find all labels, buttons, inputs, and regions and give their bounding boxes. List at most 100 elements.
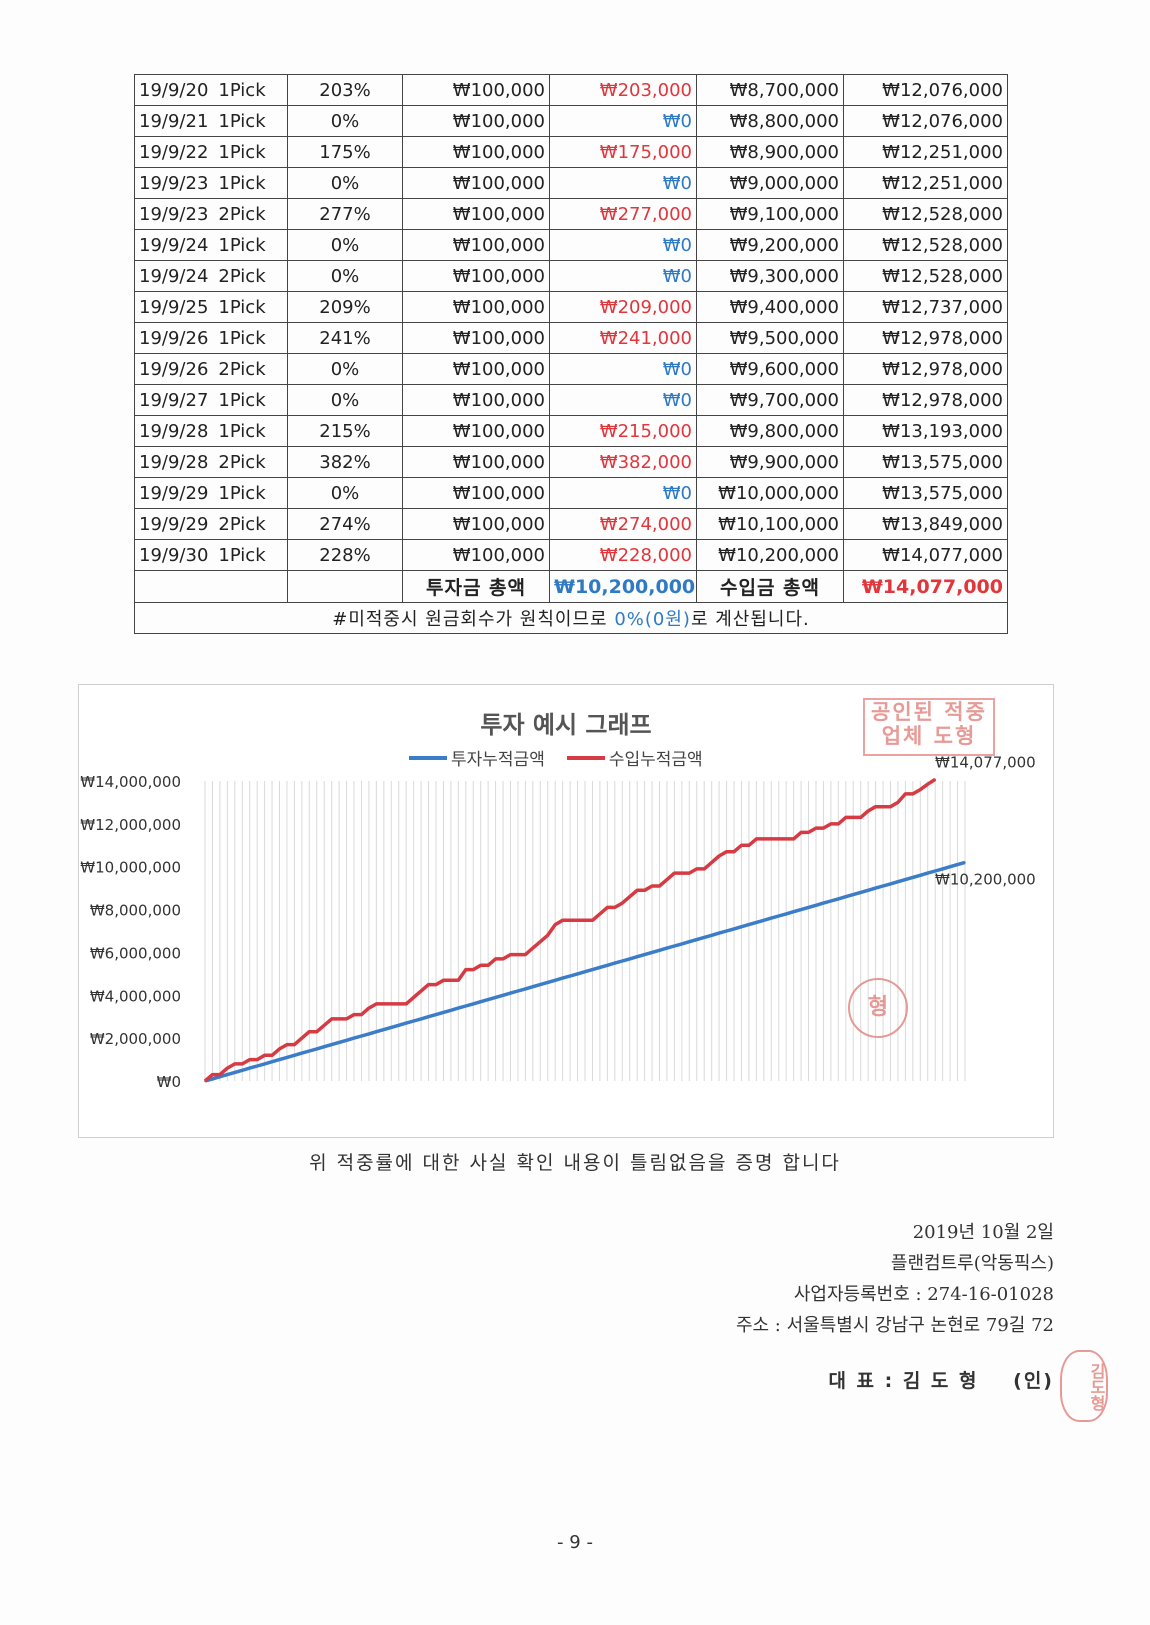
chart-title: 투자 예시 그래프 bbox=[480, 711, 652, 739]
data-point bbox=[777, 915, 780, 917]
cumulative-income-cell: ₩13,193,000 bbox=[843, 415, 1008, 447]
data-point bbox=[576, 919, 579, 922]
rate-cell: 203% bbox=[287, 74, 403, 106]
date-cell: 19/9/20 1Pick bbox=[134, 74, 288, 106]
stake-cell: ₩100,000 bbox=[402, 415, 550, 447]
stake-cell: ₩100,000 bbox=[402, 229, 550, 261]
data-point bbox=[464, 968, 467, 971]
data-point bbox=[345, 1039, 348, 1042]
data-point bbox=[703, 868, 706, 870]
data-point bbox=[211, 1073, 214, 1076]
row-pick: 1Pick bbox=[218, 482, 266, 504]
business-registration-number: 사업자등록번호 : 274-16-01028 bbox=[793, 1284, 1054, 1305]
data-point bbox=[546, 934, 549, 937]
cumulative-invest-cell: ₩8,700,000 bbox=[696, 74, 844, 106]
data-point bbox=[226, 1067, 229, 1069]
rate-cell: 277% bbox=[287, 198, 403, 230]
date-cell: 19/9/23 1Pick bbox=[134, 167, 288, 199]
data-point bbox=[204, 1080, 206, 1082]
signature-seal-stamp: 김도형 bbox=[1060, 1350, 1108, 1422]
results-table-body: 19/9/20 1Pick 203% ₩100,000 ₩203,000 ₩8,700,0… bbox=[134, 74, 1008, 571]
data-point bbox=[360, 1035, 363, 1037]
data-point bbox=[278, 1048, 281, 1050]
issue-date: 2019년 10월 2일 bbox=[912, 1222, 1054, 1243]
stake-cell: ₩100,000 bbox=[402, 260, 550, 292]
cumulative-invest-cell: ₩9,200,000 bbox=[696, 229, 844, 261]
cumulative-income-cell: ₩12,076,000 bbox=[843, 74, 1008, 106]
data-point bbox=[733, 850, 735, 853]
data-point bbox=[397, 1003, 400, 1005]
series-end-label: ₩14,077,000 bbox=[935, 753, 1036, 771]
data-point bbox=[286, 1043, 288, 1046]
data-point bbox=[882, 885, 884, 887]
data-point bbox=[532, 947, 534, 949]
data-point bbox=[517, 990, 519, 992]
data-point bbox=[740, 925, 743, 928]
return-cell: ₩0 bbox=[549, 384, 697, 416]
data-point bbox=[718, 932, 720, 934]
data-point bbox=[211, 1078, 214, 1080]
data-point bbox=[412, 996, 415, 999]
data-point bbox=[748, 844, 750, 847]
row-date: 19/9/23 bbox=[139, 172, 209, 194]
data-point bbox=[807, 831, 810, 834]
data-point bbox=[345, 1018, 348, 1020]
data-point bbox=[569, 919, 571, 922]
data-point bbox=[822, 827, 825, 829]
date-cell: 19/9/23 2Pick bbox=[134, 198, 288, 230]
date-cell: 19/9/30 1Pick bbox=[134, 539, 288, 571]
data-point bbox=[241, 1063, 244, 1065]
data-point bbox=[442, 979, 445, 982]
data-point bbox=[226, 1073, 229, 1076]
note-cell: #미적중시 원금회수가 원칙이므로 0%(0원)로 계산됩니다. bbox=[134, 602, 1008, 634]
row-date: 19/9/24 bbox=[139, 265, 209, 287]
stake-cell: ₩100,000 bbox=[402, 136, 550, 168]
note-text-after: 로 계산됩니다. bbox=[690, 609, 810, 630]
data-point bbox=[591, 968, 594, 971]
cumulative-invest-cell: ₩8,900,000 bbox=[696, 136, 844, 168]
table-row: 19/9/24 2Pick 0% ₩100,000 ₩0 ₩9,300,000 ₩12,52… bbox=[134, 260, 1008, 292]
return-cell: ₩0 bbox=[549, 105, 697, 137]
data-point bbox=[271, 1054, 273, 1057]
cumulative-income-cell: ₩13,849,000 bbox=[843, 508, 1008, 540]
data-point bbox=[599, 966, 601, 969]
row-pick: 1Pick bbox=[218, 141, 266, 163]
row-date: 19/9/26 bbox=[139, 327, 209, 349]
legend-label-invest: 투자누적금액 bbox=[451, 750, 545, 770]
data-point bbox=[681, 943, 683, 945]
data-point bbox=[800, 908, 802, 911]
row-pick: 2Pick bbox=[218, 265, 266, 287]
data-point bbox=[599, 913, 601, 915]
table-row: 19/9/28 2Pick 382% ₩100,000 ₩382,000 ₩9,900,0… bbox=[134, 446, 1008, 478]
data-point bbox=[725, 850, 728, 853]
data-point bbox=[353, 1037, 355, 1039]
data-point bbox=[383, 1003, 385, 1005]
data-point bbox=[256, 1065, 258, 1067]
data-point bbox=[651, 885, 653, 887]
y-tick-label: ₩4,000,000 bbox=[90, 987, 181, 1005]
data-point bbox=[248, 1058, 251, 1061]
invest-total-label: 투자금 총액 bbox=[402, 570, 550, 603]
stake-cell: ₩100,000 bbox=[402, 105, 550, 137]
stake-cell: ₩100,000 bbox=[402, 167, 550, 199]
cumulative-invest-cell: ₩9,500,000 bbox=[696, 322, 844, 354]
data-point bbox=[383, 1028, 385, 1031]
data-point bbox=[554, 923, 556, 926]
data-point bbox=[457, 979, 460, 982]
return-cell: ₩0 bbox=[549, 260, 697, 292]
row-date: 19/9/24 bbox=[139, 234, 209, 256]
table-row: 19/9/29 2Pick 274% ₩100,000 ₩274,000 ₩10,100,… bbox=[134, 508, 1008, 540]
data-point bbox=[748, 923, 750, 926]
data-point bbox=[442, 1011, 445, 1014]
data-point bbox=[830, 823, 832, 825]
data-point bbox=[859, 891, 862, 894]
data-point bbox=[889, 805, 892, 808]
data-point bbox=[241, 1069, 244, 1072]
data-point bbox=[740, 844, 743, 847]
certification-statement: 위 적중률에 대한 사실 확인 내용이 틀림없음을 증명 합니다 bbox=[309, 1152, 841, 1174]
cumulative-income-cell: ₩12,076,000 bbox=[843, 105, 1008, 137]
rate-cell: 0% bbox=[287, 477, 403, 509]
stake-cell: ₩100,000 bbox=[402, 384, 550, 416]
data-point bbox=[919, 874, 922, 877]
